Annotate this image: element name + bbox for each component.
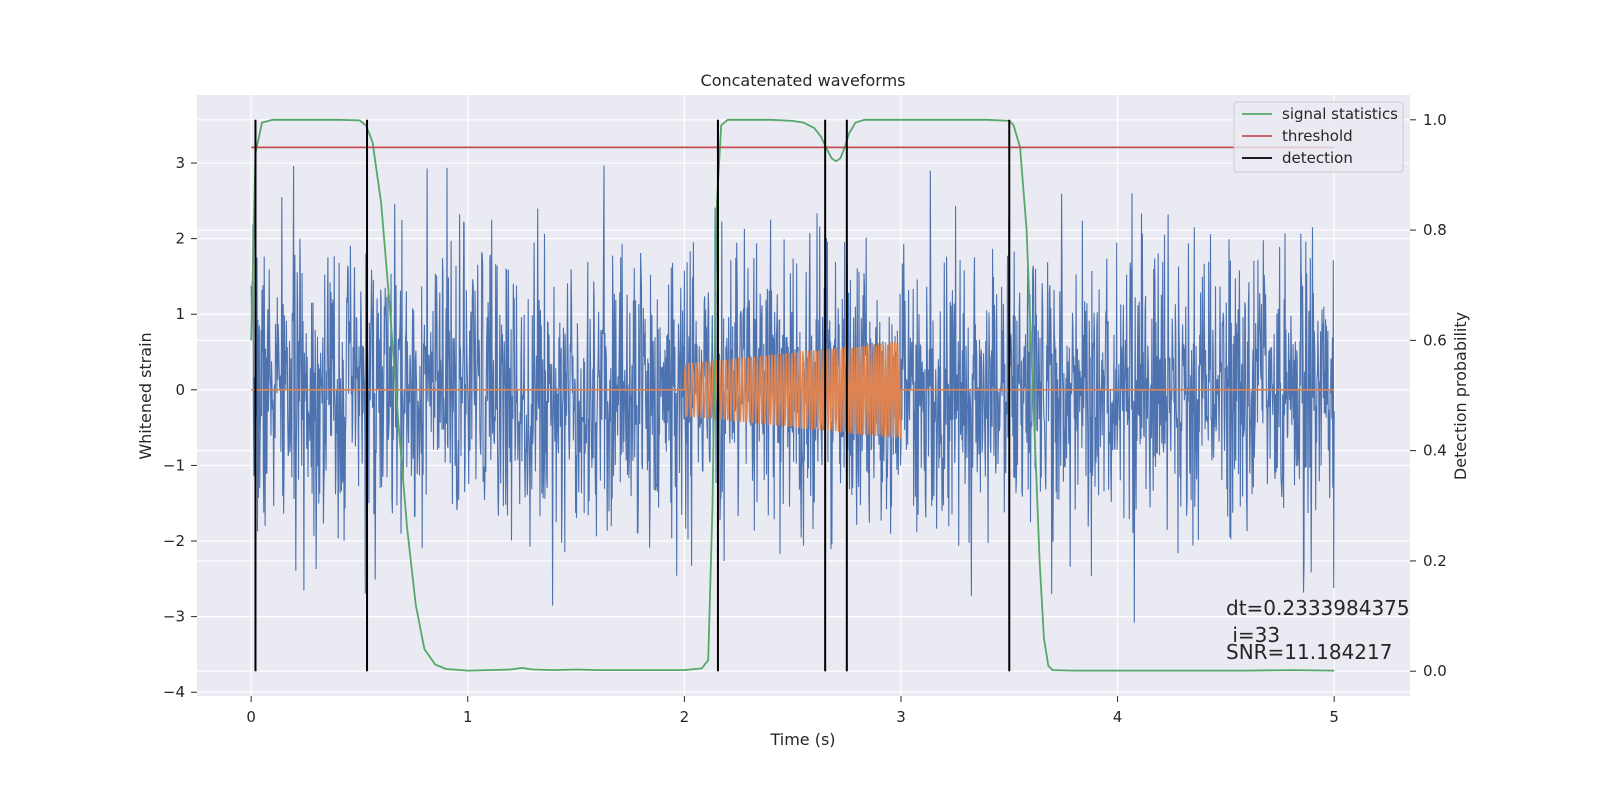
legend-label-signal-statistics: signal statistics: [1282, 105, 1398, 123]
injection-series: [251, 341, 1335, 439]
strain-line: [250, 165, 1335, 623]
x-axis-label: Time (s): [769, 730, 835, 749]
legend-label-detection: detection: [1282, 149, 1353, 167]
y-tick-label: 1: [175, 305, 185, 323]
annotation-i: i=33: [1226, 623, 1280, 647]
y-tick-label: 3: [175, 154, 185, 172]
y2-tick-label: 0.2: [1423, 552, 1447, 570]
signal-statistics-series: [250, 118, 1335, 672]
y-tick-label: 0: [175, 381, 185, 399]
x-tick-label: 5: [1329, 708, 1339, 726]
strain-series: [250, 165, 1335, 623]
signal-statistics-line: [250, 118, 1335, 672]
x-tick-label: 2: [680, 708, 690, 726]
y-tick-label: 2: [175, 230, 185, 248]
y2-tick-label: 0.8: [1423, 221, 1447, 239]
legend: signal statistics threshold detection: [1233, 101, 1404, 173]
y2-axis-label: Detection probability: [1451, 312, 1470, 480]
chart-title: Concatenated waveforms: [701, 71, 906, 90]
x-tick-label: 4: [1113, 708, 1123, 726]
annotation-dt: dt=0.2333984375: [1226, 596, 1410, 620]
y-tick-label: −4: [163, 683, 185, 701]
y2-tick-label: 0.4: [1423, 442, 1447, 460]
annotation-snr: SNR=11.184217: [1226, 640, 1392, 664]
legend-box: [1233, 101, 1404, 173]
y-axis-label: Whitened strain: [136, 332, 155, 459]
left-axis: −4 −3 −2 −1 0 1 2 3: [163, 154, 197, 701]
legend-label-threshold: threshold: [1282, 127, 1353, 145]
y2-tick-label: 0.0: [1423, 662, 1447, 680]
y-tick-label: −1: [163, 456, 185, 474]
y-tick-label: −3: [163, 608, 185, 626]
x-tick-label: 3: [896, 708, 906, 726]
detection-series: [254, 119, 1011, 672]
x-axis: 0 1 2 3 4 5: [246, 696, 1339, 726]
y-tick-label: −2: [163, 532, 185, 550]
y2-tick-label: 1.0: [1423, 111, 1447, 129]
x-tick-label: 1: [463, 708, 473, 726]
y2-tick-label: 0.6: [1423, 331, 1447, 349]
injection-chirp: [683, 341, 902, 439]
x-tick-label: 0: [246, 708, 256, 726]
right-axis: 0.0 0.2 0.4 0.6 0.8 1.0: [1410, 111, 1447, 680]
